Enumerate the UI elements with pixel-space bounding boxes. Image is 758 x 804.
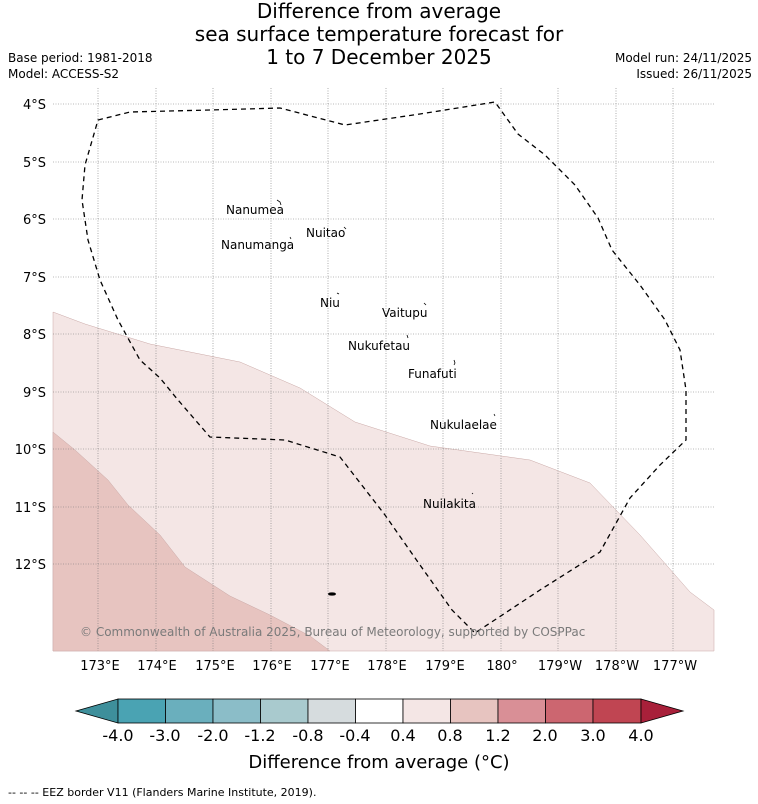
lon-label: 173°E: [80, 659, 120, 674]
island-label-nanumea: Nanumea: [226, 203, 284, 217]
colorbar-segment: [212, 698, 261, 724]
colorbar-tick-label: -0.8: [292, 726, 324, 745]
colorbar-tick-label: -2.0: [197, 726, 229, 745]
lat-label: 5°S: [23, 156, 46, 171]
lon-label: 178°W: [595, 659, 639, 674]
colorbar-segment: [402, 698, 451, 724]
lon-label: 180°: [486, 659, 517, 674]
colorbar-tick-label: -0.4: [339, 726, 371, 745]
colorbar-segment: [545, 698, 594, 724]
colorbar-tick-label: -4.0: [102, 726, 134, 745]
eez-footnote: -- -- -- EEZ border V11 (Flanders Marine…: [8, 786, 317, 799]
model-name: Model: ACCESS-S2: [8, 67, 120, 81]
lon-label: 179°E: [425, 659, 465, 674]
colorbar-segment: [117, 698, 166, 724]
lat-label: 12°S: [15, 558, 46, 573]
lon-label: 176°E: [252, 659, 292, 674]
colorbar-segment: [450, 698, 499, 724]
lat-label: 8°S: [23, 328, 46, 343]
base-period: Base period: 1981-2018: [8, 51, 153, 65]
island-label-nukulaelae: Nukulaelae: [430, 418, 497, 432]
colorbar-tick-label: 0.4: [390, 726, 416, 745]
colorbar-tick-label: -1.2: [244, 726, 276, 745]
title-line-3: 1 to 7 December 2025: [266, 45, 492, 69]
colorbar-segment: [260, 698, 309, 724]
copyright-notice: © Commonwealth of Australia 2025, Bureau…: [80, 625, 585, 639]
island-label-nuitao: Nuitao: [306, 226, 345, 240]
issued-date: Issued: 26/11/2025: [636, 67, 752, 81]
lon-label: 178°E: [367, 659, 407, 674]
colorbar-tick-label: -3.0: [149, 726, 181, 745]
island-label-niu: Niu: [320, 296, 340, 310]
lat-label: 7°S: [23, 271, 46, 286]
colorbar-tick-label: 2.0: [532, 726, 558, 745]
colorbar-segment: [497, 698, 546, 724]
colorbar-tick-label: 1.2: [485, 726, 511, 745]
lon-label: 179°W: [538, 659, 582, 674]
lon-label: 177°E: [310, 659, 350, 674]
lat-label: 6°S: [23, 213, 46, 228]
latitude-gridlines: [53, 103, 714, 565]
island-label-funafuti: Funafuti: [408, 367, 457, 381]
colorbar: [74, 698, 685, 724]
eez-border: [81, 101, 687, 634]
island-label-nukufetau: Nukufetau: [348, 339, 410, 353]
island-label-nanumanga: Nanumanga: [221, 238, 294, 252]
colorbar-tick-label: 3.0: [580, 726, 606, 745]
colorbar-segment: [592, 698, 642, 724]
island-label-nuilakita: Nuilakita: [423, 497, 476, 511]
title-line-2: sea surface temperature forecast for: [194, 22, 564, 46]
island-label-vaitupu: Vaitupu: [382, 306, 428, 320]
colorbar-tick-label: 4.0: [628, 726, 654, 745]
lat-label: 4°S: [23, 98, 46, 113]
colorbar-segment: [165, 698, 214, 724]
colorbar-segment: [355, 698, 404, 724]
lon-label: 175°E: [195, 659, 235, 674]
lon-label: 177°W: [653, 659, 697, 674]
anomaly-band-light: [52, 311, 715, 652]
anomaly-band-medium: [52, 431, 331, 652]
lat-label: 9°S: [23, 386, 46, 401]
colorbar-tick-label: 0.8: [437, 726, 463, 745]
lat-label: 11°S: [15, 501, 46, 516]
island-markers: [276, 199, 496, 596]
colorbar-extend-high: [640, 698, 685, 724]
colorbar-extend-low: [74, 698, 119, 724]
colorbar-segment: [307, 698, 356, 724]
title-line-1: Difference from average: [256, 0, 502, 23]
model-run: Model run: 24/11/2025: [614, 51, 752, 65]
lon-label: 174°E: [137, 659, 177, 674]
colorbar-title: Difference from average (°C): [248, 752, 510, 773]
lat-label: 10°S: [15, 443, 46, 458]
